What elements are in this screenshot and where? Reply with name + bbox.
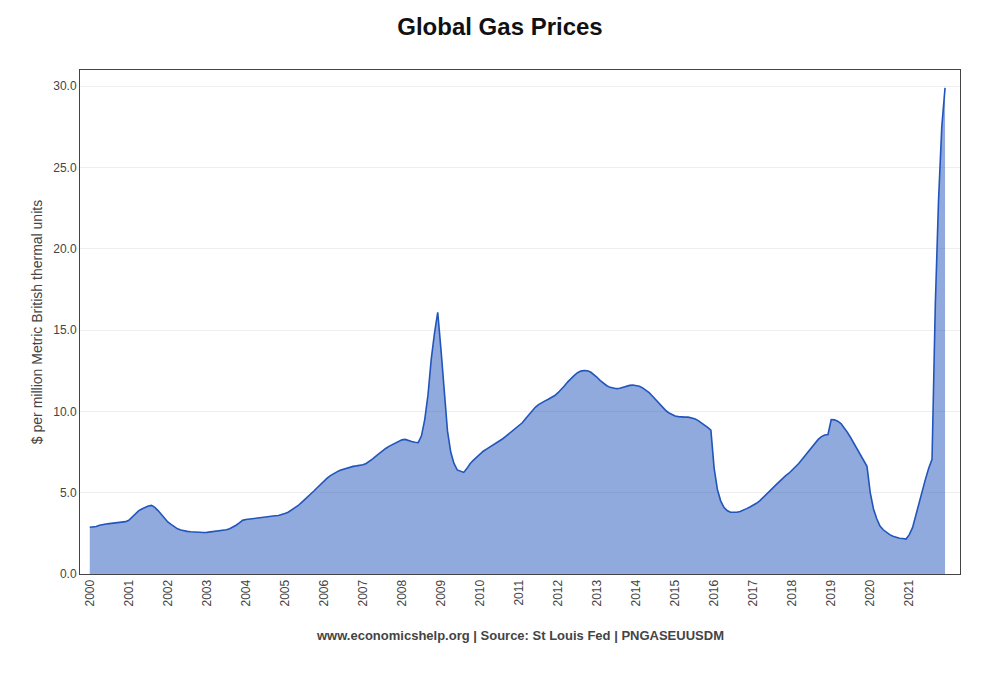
svg-text:2015: 2015 bbox=[668, 579, 682, 606]
svg-text:2012: 2012 bbox=[551, 579, 565, 606]
svg-text:2014: 2014 bbox=[629, 579, 643, 606]
svg-text:30.0: 30.0 bbox=[53, 79, 77, 93]
svg-text:www.economicshelp.org | Source: www.economicshelp.org | Source: St Louis… bbox=[316, 628, 724, 643]
svg-text:Global Gas Prices: Global Gas Prices bbox=[397, 13, 602, 40]
svg-text:$ per million Metric British t: $ per million Metric British thermal uni… bbox=[29, 200, 45, 444]
svg-text:2021: 2021 bbox=[902, 579, 916, 606]
svg-text:0.0: 0.0 bbox=[60, 567, 77, 581]
svg-text:2018: 2018 bbox=[785, 579, 799, 606]
svg-text:5.0: 5.0 bbox=[60, 486, 77, 500]
svg-text:2002: 2002 bbox=[161, 579, 175, 606]
svg-text:25.0: 25.0 bbox=[53, 161, 77, 175]
svg-text:2008: 2008 bbox=[395, 579, 409, 606]
svg-text:10.0: 10.0 bbox=[53, 405, 77, 419]
svg-text:2001: 2001 bbox=[122, 579, 136, 606]
svg-text:15.0: 15.0 bbox=[53, 323, 77, 337]
svg-text:2019: 2019 bbox=[824, 579, 838, 606]
svg-text:2006: 2006 bbox=[317, 579, 331, 606]
svg-text:2017: 2017 bbox=[746, 579, 760, 606]
svg-text:2011: 2011 bbox=[512, 579, 526, 605]
svg-text:2020: 2020 bbox=[863, 579, 877, 606]
svg-text:2004: 2004 bbox=[239, 579, 253, 606]
svg-text:2005: 2005 bbox=[278, 579, 292, 606]
svg-text:2016: 2016 bbox=[707, 579, 721, 606]
svg-text:2010: 2010 bbox=[473, 579, 487, 606]
svg-text:2000: 2000 bbox=[83, 579, 97, 606]
svg-text:2013: 2013 bbox=[590, 579, 604, 606]
svg-text:20.0: 20.0 bbox=[53, 242, 77, 256]
svg-text:2007: 2007 bbox=[356, 579, 370, 606]
svg-text:2003: 2003 bbox=[200, 579, 214, 606]
svg-text:2009: 2009 bbox=[434, 579, 448, 606]
